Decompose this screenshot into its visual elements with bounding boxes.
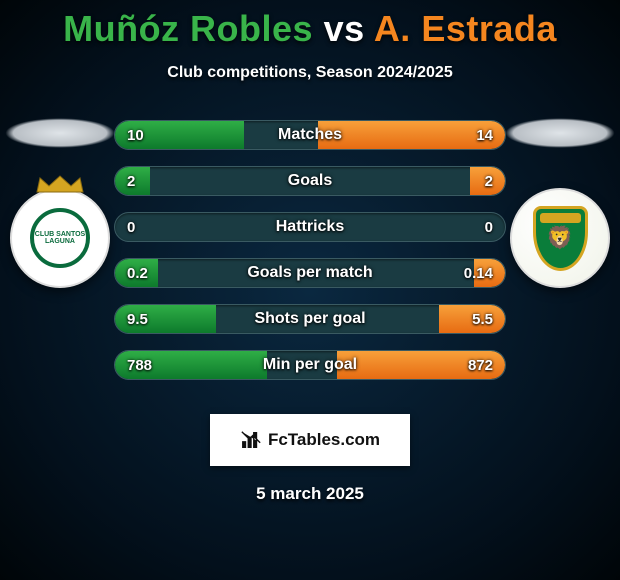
player1-name: Muñóz Robles [63,8,313,49]
stat-value-right: 14 [464,121,505,149]
stat-value-right: 0 [473,213,505,241]
player2-column: 🦁 [500,112,620,288]
stat-value-left: 0.2 [115,259,160,287]
club-badge-inner: CLUB SANTOS LAGUNA [30,208,90,268]
stat-value-right: 872 [456,351,505,379]
date-text: 5 march 2025 [0,484,620,504]
player1-column: CLUB SANTOS LAGUNA [0,112,120,288]
comparison-content: CLUB SANTOS LAGUNA 🦁 1014Matches22Goals0… [0,112,620,392]
club-shield: 🦁 [533,206,588,271]
vs-text: vs [324,8,365,49]
club-badge-text: CLUB SANTOS LAGUNA [34,231,86,245]
stat-value-left: 788 [115,351,164,379]
stat-row: 0.2 0.14Goals per match [114,258,506,288]
subtitle: Club competitions, Season 2024/2025 [0,64,620,82]
stat-row: 9.55.5Shots per goal [114,304,506,334]
stat-row: 1014Matches [114,120,506,150]
stat-value-left: 2 [115,167,147,195]
watermark[interactable]: FcTables.com [210,414,410,466]
stat-label: Goals [115,167,505,195]
stats-panel: 1014Matches22Goals00Hattricks0.20.14Goal… [110,112,510,380]
stat-value-left: 9.5 [115,305,160,333]
comparison-title: Muñóz Robles vs A. Estrada [0,0,620,50]
lion-icon: 🦁 [546,227,573,249]
watermark-text: FcTables.com [268,430,380,450]
stat-row: 0 0Hattricks [114,212,506,242]
chart-icon [240,429,262,451]
stat-value-right: 5.5 [460,305,505,333]
stat-label: Goals per match [115,259,505,287]
stat-value-right: 0.14 [452,259,505,287]
crown-icon [35,174,85,194]
player2-club-badge: 🦁 [510,188,610,288]
stat-value-left: 0 [115,213,147,241]
stat-value-left: 10 [115,121,156,149]
player2-avatar-placeholder [505,118,615,148]
stat-row: 788872Min per goal [114,350,506,380]
stat-row: 2 2Goals [114,166,506,196]
player1-club-badge: CLUB SANTOS LAGUNA [10,188,110,288]
stat-label: Hattricks [115,213,505,241]
player1-avatar-placeholder [5,118,115,148]
player2-name: A. Estrada [374,8,557,49]
stat-value-right: 2 [473,167,505,195]
